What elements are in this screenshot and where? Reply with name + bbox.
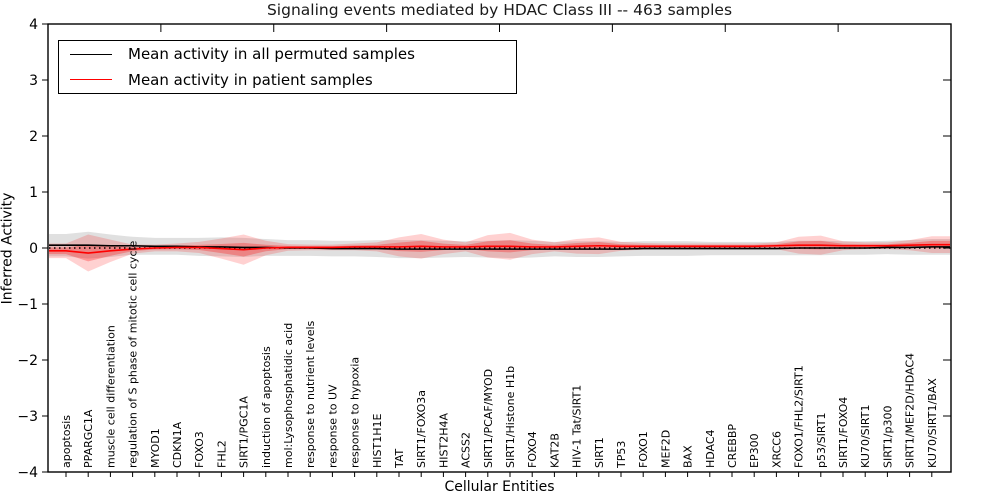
x-tick-label: TAT	[393, 448, 406, 469]
x-tick-label: FOXO1/FHL2/SIRT1	[793, 365, 806, 468]
x-tick-label: SIRT1/MEF2D/HDAC4	[904, 353, 917, 468]
x-tick-label: KU70/SIRT1/BAX	[926, 378, 939, 468]
x-tick-label: ACSS2	[460, 432, 473, 468]
y-tick-label: 4	[29, 17, 38, 33]
legend-item-patient: Mean activity in patient samples	[59, 67, 516, 92]
x-tick-label: response to hypoxia	[349, 357, 362, 468]
legend: Mean activity in all permuted samples Me…	[58, 40, 517, 94]
x-tick-label: SIRT1/PCAF/MYOD	[482, 369, 495, 468]
legend-label-patient: Mean activity in patient samples	[128, 70, 373, 89]
x-tick-label: FOXO3	[193, 431, 206, 468]
legend-item-permuted: Mean activity in all permuted samples	[59, 42, 516, 67]
x-tick-label: FOXO4	[526, 431, 539, 468]
patient-mean-line	[49, 243, 950, 254]
x-tick-label: HIV-1 Tat/SIRT1	[571, 385, 584, 468]
x-tick-label: FHL2	[215, 440, 228, 468]
x-tick-label: response to nutrient levels	[304, 320, 317, 468]
x-tick-label: apoptosis	[60, 415, 73, 468]
x-tick-label: PPARGC1A	[82, 409, 95, 468]
y-tick-label: 1	[29, 185, 38, 201]
x-tick-label: XRCC6	[770, 431, 783, 468]
x-tick-label: MYOD1	[149, 428, 162, 468]
x-tick-label: induction of apoptosis	[260, 346, 273, 468]
x-tick-label: SIRT1/FOXO3a	[415, 390, 428, 468]
x-axis-label: Cellular Entities	[444, 479, 555, 495]
x-tick-label: SIRT1/p300	[881, 406, 894, 468]
x-tick-label: HIST1H1E	[371, 414, 384, 468]
x-tick-label: BAX	[682, 445, 695, 468]
x-tick-label: KU70/SIRT1	[859, 405, 872, 468]
x-tick-label: SIRT1/PGC1A	[238, 396, 251, 468]
x-tick-label: FOXO1	[637, 431, 650, 468]
y-tick-label: −1	[17, 297, 38, 313]
x-tick-label: EP300	[748, 433, 761, 468]
x-tick-label: response to UV	[326, 384, 339, 468]
legend-line-patient-icon	[70, 79, 112, 81]
x-tick-label: muscle cell differentiation	[104, 325, 117, 468]
y-tick-label: −3	[17, 409, 38, 425]
x-tick-label: SIRT1/Histone H1b	[504, 366, 517, 468]
x-tick-label: KAT2B	[548, 433, 561, 468]
x-tick-label: HIST2H4A	[437, 413, 450, 468]
x-tick-label: mol:Lysophosphatidic acid	[282, 323, 295, 468]
x-tick-label: p53/SIRT1	[815, 413, 828, 468]
x-tick-label: CREBBP	[726, 424, 739, 468]
x-tick-label: HDAC4	[704, 429, 717, 468]
patient-band-outer	[49, 232, 950, 272]
x-tick-label: SIRT1	[593, 437, 606, 468]
legend-label-permuted: Mean activity in all permuted samples	[128, 45, 415, 64]
y-tick-label: −2	[17, 353, 38, 369]
y-tick-label: 3	[29, 73, 38, 89]
x-tick-label: SIRT1/FOXO4	[837, 397, 850, 468]
permuted-band	[49, 231, 950, 259]
y-tick-label: −4	[17, 465, 38, 481]
x-tick-label: MEF2D	[659, 430, 672, 468]
y-tick-label: 0	[29, 241, 38, 257]
x-tick-label: TP53	[615, 441, 628, 469]
legend-line-permuted-icon	[70, 53, 112, 55]
y-tick-label: 2	[29, 129, 38, 145]
x-tick-label: regulation of S phase of mitotic cell cy…	[127, 240, 140, 468]
chart-title: Signaling events mediated by HDAC Class …	[266, 1, 733, 19]
x-tick-label: CDKN1A	[171, 421, 184, 468]
